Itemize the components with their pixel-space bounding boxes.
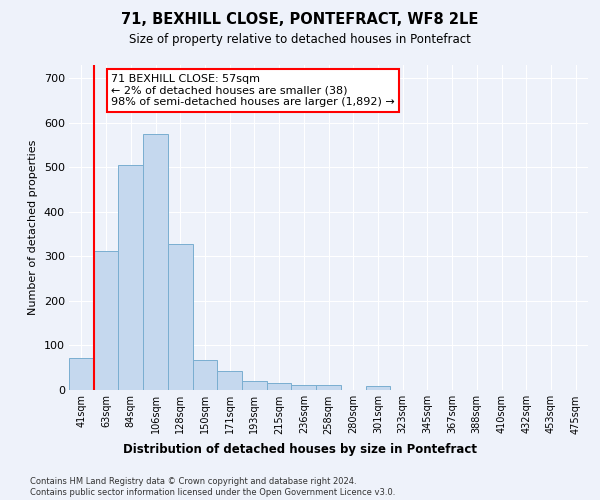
- Y-axis label: Number of detached properties: Number of detached properties: [28, 140, 38, 315]
- Text: Size of property relative to detached houses in Pontefract: Size of property relative to detached ho…: [129, 32, 471, 46]
- Bar: [242, 381, 267, 390]
- Text: Contains HM Land Registry data © Crown copyright and database right 2024.
Contai: Contains HM Land Registry data © Crown c…: [30, 478, 395, 497]
- Bar: [94, 251, 118, 390]
- Bar: [143, 134, 168, 390]
- Bar: [69, 358, 94, 390]
- Bar: [267, 383, 292, 390]
- Bar: [292, 384, 316, 390]
- Text: 71 BEXHILL CLOSE: 57sqm
← 2% of detached houses are smaller (38)
98% of semi-det: 71 BEXHILL CLOSE: 57sqm ← 2% of detached…: [111, 74, 395, 107]
- Text: Distribution of detached houses by size in Pontefract: Distribution of detached houses by size …: [123, 442, 477, 456]
- Bar: [365, 386, 390, 390]
- Bar: [217, 372, 242, 390]
- Bar: [316, 385, 341, 390]
- Text: 71, BEXHILL CLOSE, PONTEFRACT, WF8 2LE: 71, BEXHILL CLOSE, PONTEFRACT, WF8 2LE: [121, 12, 479, 28]
- Bar: [193, 360, 217, 390]
- Bar: [168, 244, 193, 390]
- Bar: [118, 165, 143, 390]
